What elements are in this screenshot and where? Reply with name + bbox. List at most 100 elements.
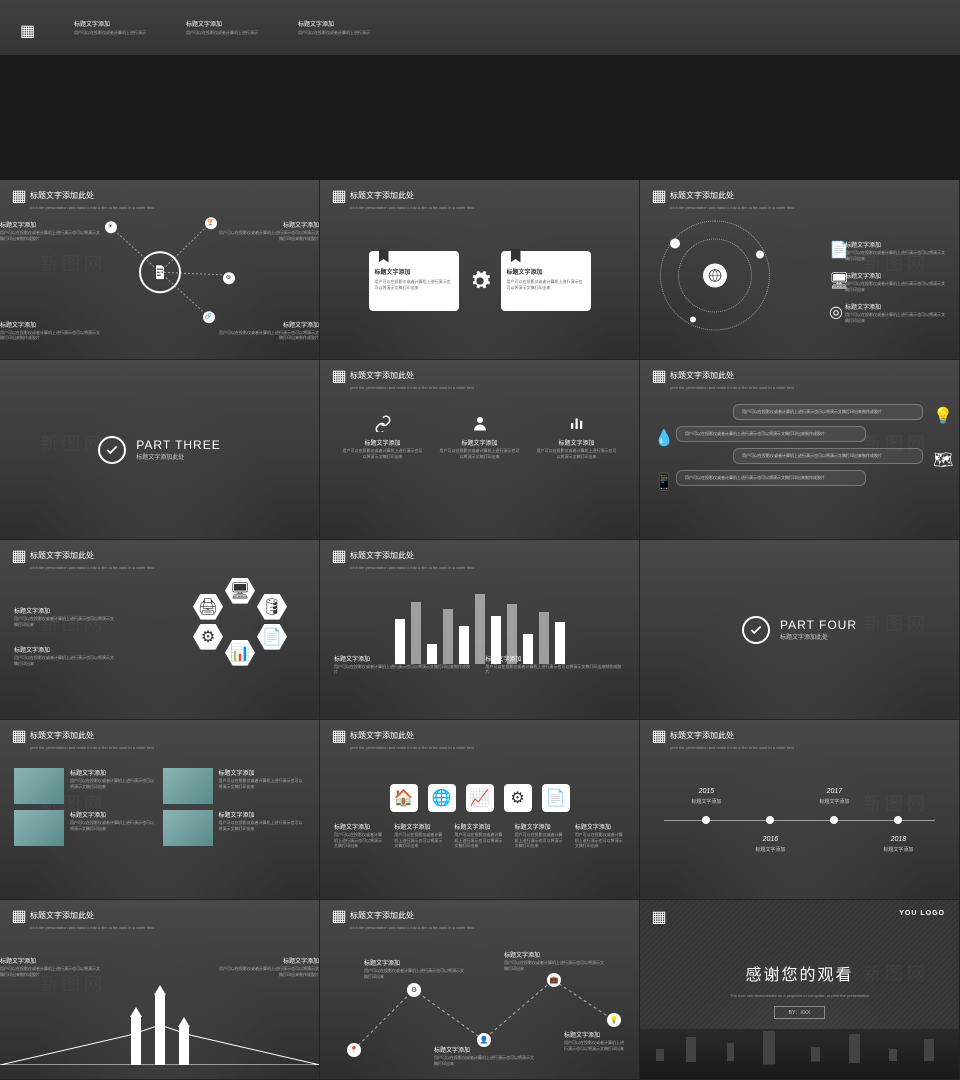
- gear-icon: ⚙: [504, 784, 532, 812]
- building-thumb: [163, 810, 213, 846]
- house-icon: 🏠: [390, 784, 418, 812]
- building-thumb: [163, 768, 213, 804]
- item-title: 标题文字添加: [845, 302, 945, 311]
- item-body: 用户可以在投影仪或者计算机上进行演示也可以将演示文稿打印出来制作成胶片: [219, 230, 319, 241]
- item-title: 标题文字添加: [364, 958, 464, 967]
- bubble-text: 用户可以在投影仪或者计算机上进行演示也可以将演示文稿打印出来制作成胶片: [733, 448, 923, 464]
- item-body: 用户可以在投影仪或者计算机上进行演示也可以将演示文稿打印出来制作成胶片: [334, 664, 474, 675]
- thanks-title: 感谢您的观看: [745, 961, 853, 985]
- item-body: 用户可以在投影仪或者计算机上进行演示也可以将演示文稿打印出来: [394, 832, 444, 849]
- bulb-icon: 💡: [607, 1013, 621, 1027]
- grid-icon: ▦: [334, 371, 344, 381]
- item-body: 用户可以在投影仪或者计算机上进行演示也可以将演示文稿打印出来制作成胶片: [219, 330, 319, 341]
- top-item-title: 标题文字添加: [186, 19, 258, 28]
- item-body: 用户可以在投影仪或者计算机上进行演示也可以将演示文稿打印出来: [334, 832, 384, 849]
- monitor-icon: 🖥: [225, 578, 255, 604]
- item-title: 标题文字添加: [845, 271, 945, 280]
- item-title: 标题文字添加: [0, 220, 100, 229]
- slide-cluster: 新图网 ▦ 标题文字添加此处 print the presentation an…: [0, 180, 320, 360]
- item-title: 标题文字添加: [14, 645, 114, 654]
- doc-icon: 📄: [542, 784, 570, 812]
- card-body: 用户可以在投影仪或者计算机上进行演示也可以将演示文稿打印出来: [375, 279, 453, 291]
- grid-icon: ▦: [654, 191, 664, 201]
- item-body: 用户可以在投影仪或者计算机上进行演示也可以将演示文稿打印出来: [504, 960, 604, 971]
- timeline-year: 2017: [827, 788, 843, 795]
- slide-title: 标题文字添加此处: [350, 550, 414, 561]
- slide-zigzag: ▦ 标题文字添加此处 print the presentation and mak…: [320, 900, 640, 1080]
- item-title: 标题文字添加: [219, 220, 319, 229]
- globe-icon: [703, 263, 727, 287]
- check-icon: [742, 616, 770, 644]
- top-item-sub: 用户可以在投影仪或者计算机上进行演示: [298, 30, 370, 35]
- item-title: 标题文字添加: [515, 822, 565, 831]
- slide-subtitle: print the presentation and make it into …: [320, 925, 639, 936]
- item-title: 标题文字添加: [394, 822, 444, 831]
- user-icon: [471, 414, 489, 432]
- item-body: 用户可以在投影仪或者计算机上进行演示也可以将演示文稿打印出来制作成胶片: [219, 966, 319, 977]
- globe-icon: 🌐: [428, 784, 456, 812]
- map-icon: 📍: [347, 1043, 361, 1057]
- grid-icon: ▦: [20, 21, 34, 35]
- slide-title: 标题文字添加此处: [350, 910, 414, 921]
- slide-title: 标题文字添加此处: [670, 370, 734, 381]
- card: 标题文字添加 用户可以在投影仪或者计算机上进行演示也可以将演示文稿打印出来: [501, 251, 591, 311]
- item-title: 标题文字添加: [454, 822, 504, 831]
- ribbon-icon: [379, 249, 389, 263]
- slide-subtitle: print the presentation and make it into …: [320, 745, 639, 756]
- part-label: PART THREE: [136, 438, 220, 452]
- grid-icon: ▦: [334, 731, 344, 741]
- bubble-text: 用户可以在投影仪或者计算机上进行演示也可以将演示文稿打印出来制作成胶片: [676, 426, 866, 442]
- grid-icon: ▦: [334, 551, 344, 561]
- doc-icon: 📄: [829, 240, 839, 250]
- timeline-label: 标题文字添加: [883, 846, 913, 853]
- timeline: 2015标题文字添加2016标题文字添加2017标题文字添加2018标题文字添加: [654, 780, 945, 860]
- slide-subtitle: print the presentation and make it into …: [0, 205, 319, 216]
- doc-icon: 📄: [257, 624, 287, 650]
- item-body: 用户可以在投影仪或者计算机上进行演示也可以将演示文稿打印出来: [70, 820, 157, 831]
- item-body: 用户可以在投影仪或者计算机上进行演示也可以将演示文稿打印出来: [364, 968, 464, 979]
- link-icon: [374, 414, 392, 432]
- grid-icon: ▦: [14, 731, 24, 741]
- slide-part-three: 新图网 PART THREE 标题文字添加此处: [0, 360, 320, 540]
- item-body: 用户可以在投影仪或者计算机上进行演示也可以将演示文稿打印出来: [575, 832, 625, 849]
- grid-icon: ▦: [654, 371, 664, 381]
- item-title: 标题文字添加: [219, 810, 306, 819]
- item-body: 用户可以在投影仪或者计算机上进行演示也可以将演示文稿打印出来: [537, 448, 617, 459]
- item-title: 标题文字添加: [70, 810, 157, 819]
- card-title: 标题文字添加: [375, 267, 453, 276]
- slide-rockets: 新图网 ▦标题文字添加此处 print the presentation and…: [0, 900, 320, 1080]
- item-body: 用户可以在投影仪或者计算机上进行演示也可以将演示文稿打印出来: [454, 832, 504, 849]
- timeline-label: 标题文字添加: [691, 798, 721, 805]
- item-body: 用户可以在投影仪或者计算机上进行演示也可以将演示文稿打印出来: [219, 820, 306, 831]
- item-title: 标题文字添加: [334, 822, 384, 831]
- gear-icon: ⚙: [407, 983, 421, 997]
- item-body: 用户可以在投影仪或者计算机上进行演示也可以将演示文稿打印出来制作成胶片: [0, 966, 100, 977]
- slide-title: 标题文字添加此处: [350, 370, 414, 381]
- orbit-dot: [690, 316, 696, 322]
- item-body: 用户可以在投影仪或者计算机上进行演示也可以将演示文稿打印出来制作成胶片: [0, 230, 100, 241]
- item-title: 标题文字添加: [334, 654, 474, 663]
- item-title: 标题文字添加: [564, 1030, 625, 1039]
- slide-title: 标题文字添加此处: [30, 550, 94, 561]
- grid-icon: ▦: [334, 911, 344, 921]
- grid-icon: ▦: [14, 551, 24, 561]
- timeline-node: [702, 816, 710, 824]
- bag-icon: 💼: [547, 973, 561, 987]
- slide-cards: ▦标题文字添加此处 print the presentation and mak…: [320, 180, 640, 360]
- building-thumb: [14, 768, 64, 804]
- item-body: 用户可以在投影仪或者计算机上进行演示也可以将演示文稿打印出来: [343, 448, 423, 459]
- grid-icon: ▦: [14, 191, 24, 201]
- item-title: 标题文字添加: [0, 320, 100, 329]
- top-item-title: 标题文字添加: [74, 19, 146, 28]
- slide-title: 标题文字添加此处: [350, 730, 414, 741]
- slide-icon-row: ▦ 标题文字添加此处 print the presentation and mak…: [320, 720, 640, 900]
- orbit-dot: [756, 250, 764, 258]
- slide-title: 标题文字添加此处: [350, 190, 414, 201]
- map-icon: 🗺: [933, 450, 945, 462]
- gear-icon: [469, 270, 491, 292]
- card: 标题文字添加 用户可以在投影仪或者计算机上进行演示也可以将演示文稿打印出来: [369, 251, 459, 311]
- slide-orbit: 新图网 ▦标题文字添加此处 print the presentation and…: [640, 180, 960, 360]
- item-body: 用户可以在投影仪或者计算机上进行演示也可以将演示文稿打印出来: [434, 1055, 534, 1066]
- screen-icon: 🖥: [829, 271, 839, 281]
- grid-icon: ▦: [334, 191, 344, 201]
